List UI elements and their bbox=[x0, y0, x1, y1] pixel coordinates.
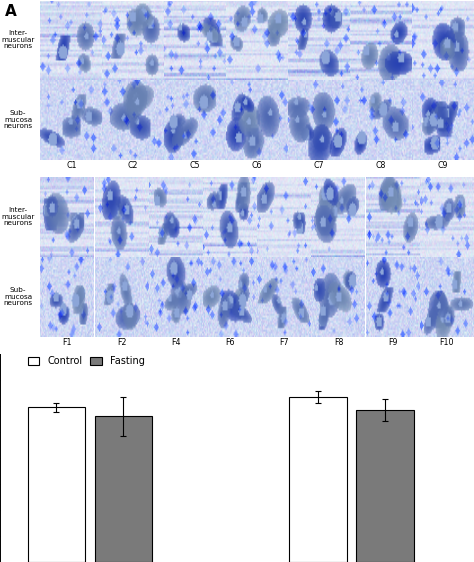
Text: C8: C8 bbox=[376, 161, 386, 170]
Bar bbox=[28, 407, 85, 562]
Text: F7: F7 bbox=[280, 338, 289, 347]
Text: Inter-
muscular
neurons: Inter- muscular neurons bbox=[1, 207, 35, 226]
Text: F6: F6 bbox=[225, 338, 235, 347]
Text: F1: F1 bbox=[63, 338, 72, 347]
Bar bbox=[356, 410, 413, 562]
Legend: Control, Fasting: Control, Fasting bbox=[24, 352, 148, 370]
Text: Sub-
mucosa
neurons: Sub- mucosa neurons bbox=[4, 110, 33, 129]
Text: F8: F8 bbox=[334, 338, 343, 347]
Text: C5: C5 bbox=[190, 161, 201, 170]
Bar bbox=[289, 397, 346, 562]
Text: C6: C6 bbox=[252, 161, 263, 170]
Text: C7: C7 bbox=[314, 161, 324, 170]
Text: Inter-
muscular
neurons: Inter- muscular neurons bbox=[1, 30, 35, 49]
Text: A: A bbox=[5, 3, 17, 19]
Text: F2: F2 bbox=[117, 338, 127, 347]
Text: F10: F10 bbox=[440, 338, 454, 347]
Bar bbox=[95, 416, 152, 562]
Text: C9: C9 bbox=[438, 161, 448, 170]
Text: C2: C2 bbox=[128, 161, 138, 170]
Text: F4: F4 bbox=[171, 338, 181, 347]
Text: 50 μm: 50 μm bbox=[439, 16, 462, 22]
Text: C1: C1 bbox=[66, 161, 76, 170]
Text: Sub-
mucosa
neurons: Sub- mucosa neurons bbox=[4, 287, 33, 306]
Text: F9: F9 bbox=[388, 338, 397, 347]
